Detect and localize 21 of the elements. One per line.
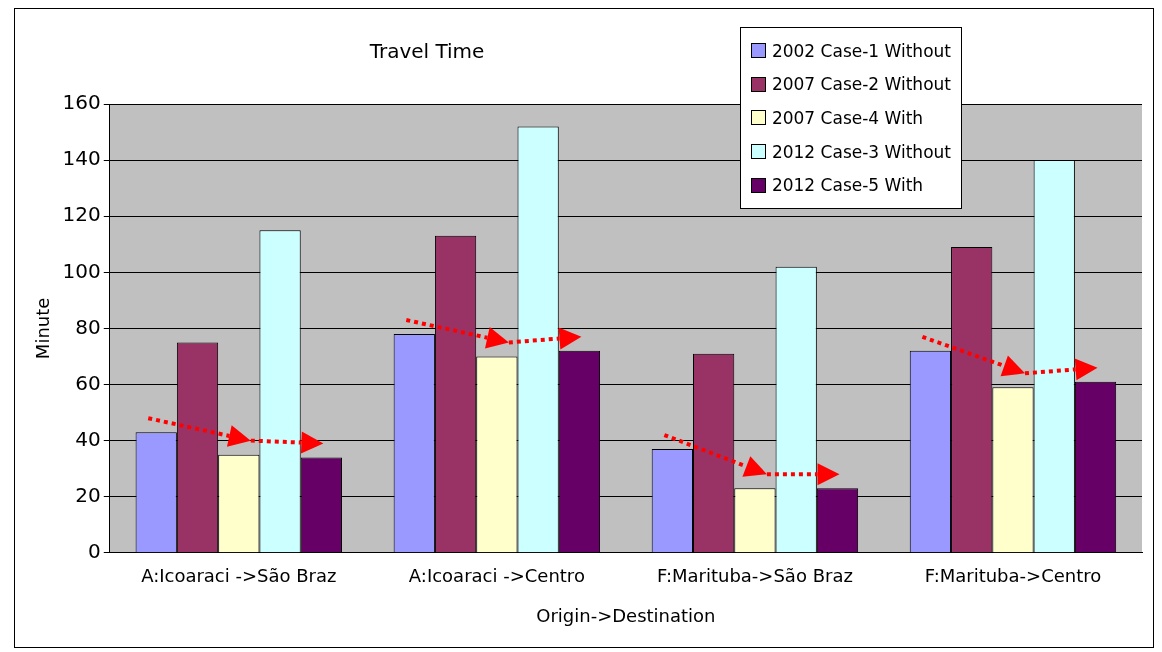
y-tick-label: 100 xyxy=(62,258,101,283)
y-axis-title: Minute xyxy=(32,297,54,360)
y-tick-label: 20 xyxy=(75,482,101,507)
y-tick-label: 0 xyxy=(88,539,101,563)
legend-label: 2012 Case-3 Without xyxy=(771,141,951,162)
legend-label: 2007 Case-4 With xyxy=(771,107,924,128)
x-tick-label: A:Icoaraci ->São Braz xyxy=(141,565,337,587)
legend-label: 2012 Case-5 With xyxy=(771,175,924,196)
chart-title: Travel Time xyxy=(368,39,485,64)
x-tick-label: F:Marituba->Centro xyxy=(924,565,1102,587)
x-axis-title: Origin->Destination xyxy=(536,604,716,626)
y-tick-label: 120 xyxy=(62,202,101,227)
y-tick-label: 140 xyxy=(62,146,101,171)
x-tick-label: F:Marituba->São Braz xyxy=(656,565,853,587)
y-tick-label: 40 xyxy=(75,426,101,451)
y-tick-label: 60 xyxy=(75,370,101,395)
legend-label: 2007 Case-2 Without xyxy=(771,74,951,95)
legend-label: 2002 Case-1 Without xyxy=(771,40,951,61)
y-tick-label: 80 xyxy=(75,314,101,339)
x-tick-label: A:Icoaraci ->Centro xyxy=(408,565,585,587)
y-tick-label: 160 xyxy=(62,90,101,115)
